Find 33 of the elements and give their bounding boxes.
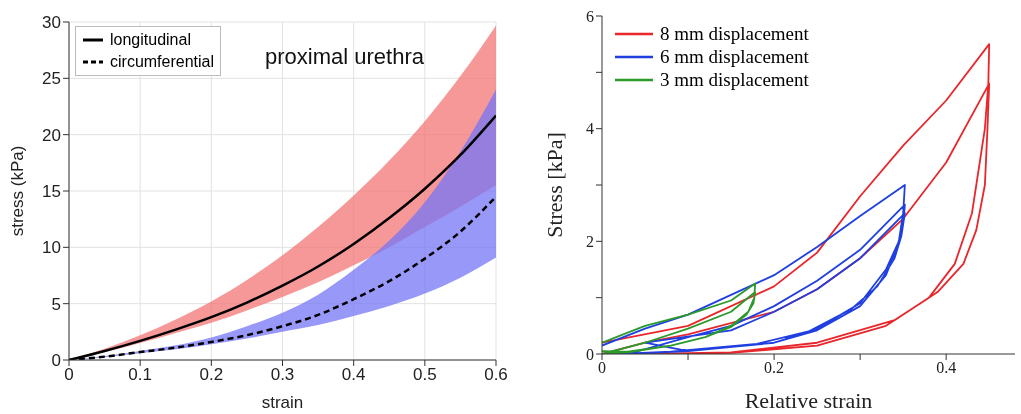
x-tick-label: 0.4 [341, 365, 366, 385]
y-tick-label: 6 [586, 7, 594, 25]
x-tick-label: 0.6 [484, 365, 508, 385]
legend-label: 3 mm displacement [660, 68, 809, 91]
y-tick-label: 0 [586, 345, 594, 363]
x-tick-label: 0.2 [199, 365, 224, 385]
line-series [602, 282, 757, 354]
x-tick-label: 0.1 [128, 365, 152, 385]
y-tick-label: 10 [42, 238, 61, 258]
x-tick-label: 0 [598, 359, 606, 377]
x-tick-label: 0.5 [413, 365, 437, 385]
y-tick-label: 2 [586, 233, 594, 251]
line-series [602, 184, 906, 354]
x-tick-label: 0.3 [270, 365, 295, 385]
line-series [602, 43, 991, 354]
y-tick-label: 4 [586, 120, 594, 138]
y-axis-title: Stress [kPa] [541, 132, 567, 238]
x-tick-label: 0.2 [764, 359, 785, 377]
legend-label: 8 mm displacement [660, 22, 809, 45]
legend-label: 6 mm displacement [660, 45, 809, 68]
legend-label: longitudinal [110, 30, 191, 50]
x-axis-title: strain [261, 393, 304, 412]
y-tick-label: 5 [51, 294, 61, 314]
annotation: proximal urethra [265, 44, 424, 70]
y-axis-title: stress (kPa) [8, 145, 28, 237]
y-tick-label: 30 [42, 13, 61, 33]
x-axis-title: Relative strain [744, 388, 873, 413]
y-tick-label: 15 [42, 182, 61, 202]
legend-label: circumferential [110, 52, 215, 72]
x-tick-label: 0 [64, 365, 74, 385]
y-tick-label: 20 [42, 125, 61, 145]
x-tick-label: 0.4 [936, 359, 957, 377]
y-tick-label: 25 [42, 69, 61, 89]
